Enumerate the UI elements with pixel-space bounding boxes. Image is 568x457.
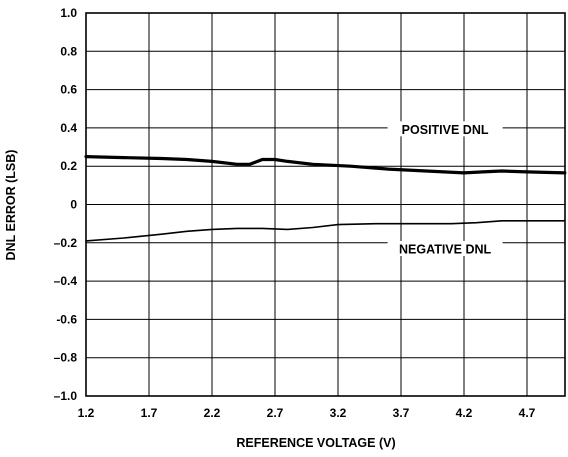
x-tick-label: 1.7: [141, 406, 158, 420]
x-tick-label: 1.2: [78, 406, 95, 420]
y-tick-label: –0.8: [54, 351, 78, 365]
annotations: POSITIVE DNL NEGATIVE DNL: [387, 121, 503, 257]
series-line-negative-dnl: [85, 220, 566, 242]
x-tick-label: 4.7: [519, 406, 536, 420]
annotation-label: POSITIVE DNL: [402, 123, 489, 137]
y-tick-labels: 1.0 0.8 0.6 0.4 0.2 0 –0.2 –0.4 -0.6 –0.8 –1.0: [54, 6, 78, 403]
series-line-positive-dnl: [84, 155, 567, 175]
y-tick-label: 0.8: [60, 44, 77, 58]
y-axis-label: DNL ERROR (LSB): [4, 150, 18, 261]
annotation-bg: [387, 241, 503, 257]
x-tick-label: 2.7: [267, 406, 284, 420]
annotation-label: NEGATIVE DNL: [399, 243, 491, 257]
y-tick-label: 0: [70, 198, 77, 212]
plot-frame: [85, 12, 566, 397]
y-tick-label: 0.6: [60, 83, 77, 97]
y-tick-label: –1.0: [54, 389, 78, 403]
y-tick-label: –0.4: [54, 274, 78, 288]
x-tick-label: 2.2: [204, 406, 221, 420]
x-tick-label: 3.2: [330, 406, 347, 420]
x-axis-label: REFERENCE VOLTAGE (V): [236, 436, 395, 450]
y-tick-label: 1.0: [60, 6, 77, 20]
x-tick-label: 4.2: [456, 406, 473, 420]
y-tick-label: –0.2: [54, 236, 78, 250]
grid: [86, 12, 565, 397]
y-tick-label: 0.4: [60, 121, 77, 135]
y-tick-label: -0.6: [56, 312, 77, 326]
x-tick-labels: 1.2 1.7 2.2 2.7 3.2 3.7 4.2 4.7: [78, 406, 536, 420]
annotation-bg: [387, 121, 503, 137]
series-group: [84, 155, 567, 242]
y-tick-label: 0.2: [60, 159, 77, 173]
x-tick-label: 3.7: [393, 406, 410, 420]
